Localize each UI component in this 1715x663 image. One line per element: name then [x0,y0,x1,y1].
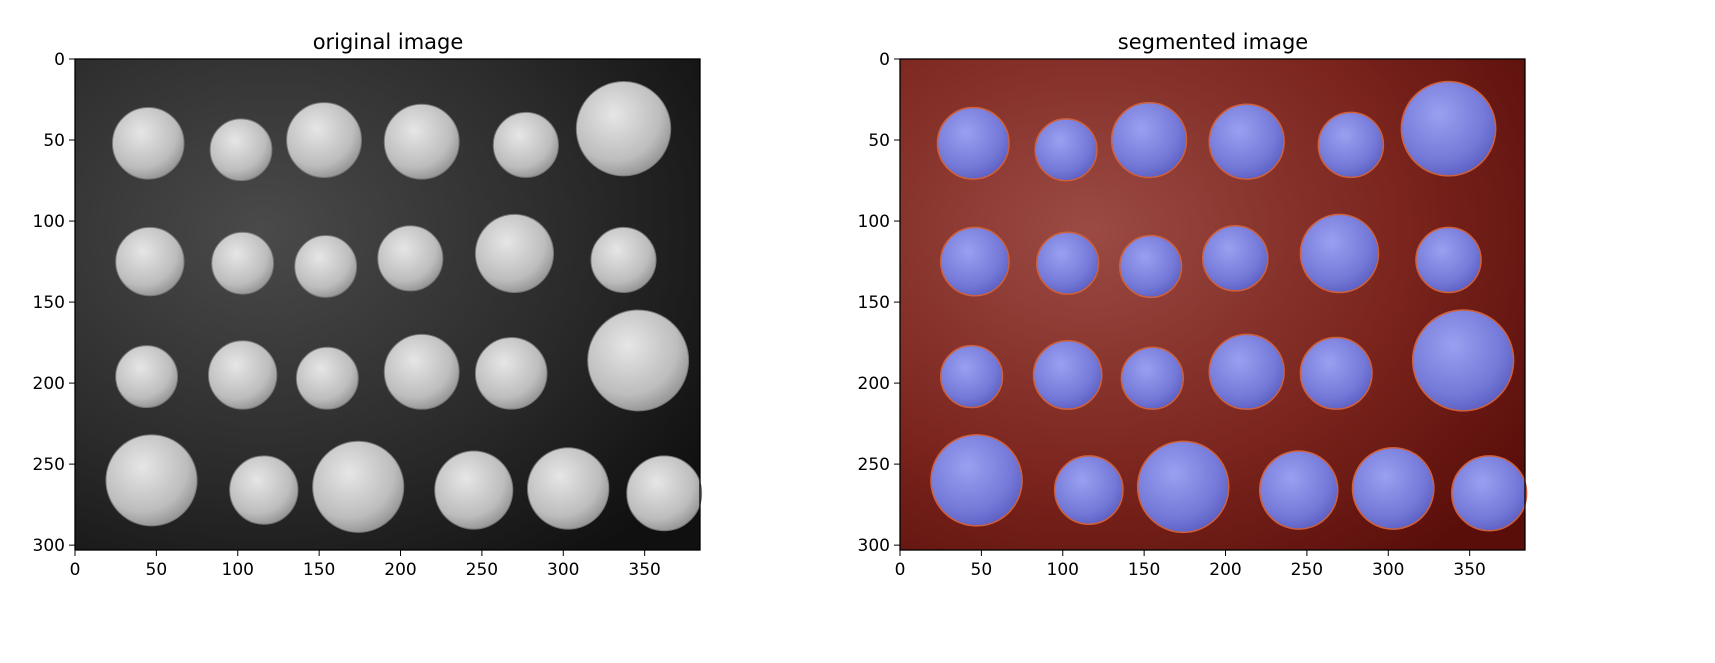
coin [1032,340,1103,410]
coin [111,106,185,180]
coin [939,226,1010,297]
x-tick-label: 100 [222,560,254,580]
y-tick-label: 150 [33,293,65,313]
coin [1053,455,1124,525]
x-tick-label: 350 [1453,560,1485,580]
coin [1415,226,1482,294]
coin [295,346,359,410]
coin [115,345,179,409]
panel-segmented: segmented image 0 50 100 150 200 250 300 350 0 5… [858,30,1528,580]
axes-frame [74,58,701,551]
y-tick-label: 150 [858,293,890,313]
x-tick-label: 100 [1047,560,1079,580]
x-tick-label: 50 [146,560,168,580]
coin [1258,450,1339,530]
x-tick-label: 200 [1209,560,1241,580]
coin [229,455,299,525]
coin [286,102,362,178]
y-tick-label: 50 [43,131,65,151]
coin [939,344,1004,409]
x-tick-label: 150 [1128,560,1160,580]
y-tick-label: 100 [33,212,65,232]
y-tick-label: 300 [858,536,890,556]
coin [377,225,444,292]
coin [1110,101,1188,179]
x-tick-label: 300 [547,560,579,580]
coin [474,337,548,410]
coin [209,118,273,182]
coin [211,231,275,295]
y-tick-label: 0 [54,50,65,70]
x-axis: 0 50 100 150 200 250 300 350 [895,550,1486,580]
coin [575,80,672,177]
coin [312,440,405,533]
coin [1120,346,1184,410]
y-tick-label: 0 [879,50,890,70]
y-tick-label: 300 [33,536,65,556]
coin [1201,225,1269,292]
coin [1208,333,1285,410]
x-tick-label: 350 [628,560,660,580]
coin-layer [105,80,703,533]
coin [1411,309,1515,412]
coin [207,340,278,410]
coin [1317,111,1385,179]
y-tick-label: 200 [858,374,890,394]
coin [930,433,1023,527]
x-tick-label: 200 [384,560,416,580]
coin [936,106,1010,180]
coin [626,455,703,532]
x-tick-label: 0 [70,560,81,580]
coin [526,447,610,530]
y-tick-label: 250 [858,455,890,475]
coin [105,434,198,527]
y-tick-label: 250 [33,455,65,475]
y-axis: 0 50 100 150 200 250 300 [33,50,75,556]
x-tick-label: 250 [466,560,498,580]
coin [1400,80,1497,177]
x-tick-label: 0 [895,560,906,580]
coin [1299,336,1373,410]
coin [1208,103,1285,180]
coin [294,234,358,298]
coin [1299,213,1380,294]
coin [1136,440,1230,534]
panel-title: original image [313,30,464,54]
axes-frame [899,58,1526,551]
x-tick-label: 150 [303,560,335,580]
coin [492,111,559,178]
coin [383,103,460,180]
x-tick-label: 300 [1372,560,1404,580]
coin [474,213,555,294]
y-tick-label: 200 [33,374,65,394]
y-tick-label: 100 [858,212,890,232]
coin [1035,231,1100,295]
coin [587,309,690,412]
coin [434,450,514,530]
coin [115,226,185,297]
panel-title: segmented image [1118,30,1308,54]
coin [383,333,460,410]
x-tick-label: 250 [1291,560,1323,580]
coin [1118,234,1183,299]
panel-original: original image 0 50 100 150 200 250 300 350 0 50… [33,30,703,580]
coin [590,226,657,293]
y-axis: 0 50 100 150 200 250 300 [858,50,900,556]
coin [1451,455,1528,532]
coin [1351,446,1435,530]
coin-layer [930,80,1528,534]
coin [1034,118,1098,182]
x-tick-label: 50 [971,560,993,580]
x-axis: 0 50 100 150 200 250 300 350 [70,550,661,580]
y-tick-label: 50 [868,131,890,151]
